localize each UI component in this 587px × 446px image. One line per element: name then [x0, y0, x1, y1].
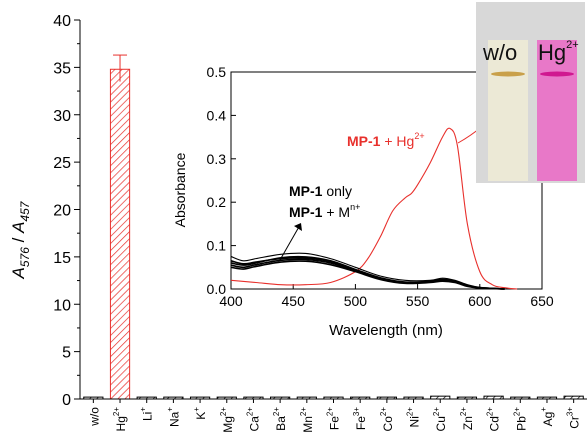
bar-y-tick-label: 20	[53, 203, 71, 220]
cuvette-photo: w/o Hg2+	[476, 2, 585, 183]
inset-spectra	[230, 127, 518, 290]
bar-x-tick-label: Li+	[139, 407, 155, 421]
inset-y-axis-ticks: 0.0 0.1 0.2 0.3 0.4 0.5	[207, 64, 236, 297]
photo-label-hg: Hg2+	[538, 39, 579, 65]
spectrum-line-hg	[230, 127, 518, 290]
bar-x-tick-label: Ba2+	[272, 407, 288, 431]
bar-x-tick-label: Na+	[165, 407, 181, 427]
bar-x-tick-label: Ca2+	[245, 407, 261, 432]
bar-x-tick-label: Ni2+	[406, 407, 422, 428]
bar-x-tick-label: Pb2+	[512, 407, 528, 431]
inset-x-axis-label: Wavelength (nm)	[329, 322, 443, 339]
bar-y-tick-label: 5	[62, 345, 71, 362]
inset-y-tick-label: 0.3	[207, 151, 227, 167]
bar-x-tick-label: Mn2+	[299, 407, 315, 433]
bar-y-axis-label: A576 / A457	[9, 200, 32, 279]
inset-x-tick-label: 550	[406, 293, 430, 309]
inset-x-tick-label: 500	[344, 293, 368, 309]
bar	[109, 68, 131, 400]
annotation-mp1-only: MP-1 only	[289, 183, 352, 199]
bar-y-tick-label: 10	[53, 297, 71, 314]
inset-y-tick-label: 0.2	[207, 194, 227, 210]
bar-y-tick-label: 0	[62, 392, 71, 409]
inset-absorbance-plot: 0.0 0.1 0.2 0.3 0.4 0.5 400 450 500 550 600 650 Ab…	[172, 64, 554, 339]
bar-x-tick-label: Cr3+	[566, 407, 582, 429]
inset-x-tick-label: 600	[468, 293, 492, 309]
bar-x-tick-label: Cd2+	[486, 407, 502, 432]
inset-y-tick-label: 0.1	[207, 238, 227, 254]
bar-x-tick-label: Ag+	[539, 407, 555, 427]
inset-x-tick-label: 400	[219, 293, 243, 309]
bar-x-tick-label: Cu2+	[432, 407, 448, 432]
spectrum-line-metal	[230, 257, 505, 290]
pink-vial	[537, 40, 577, 181]
bar-y-tick-label: 25	[53, 155, 71, 172]
annotation-mp1-hg: MP-1 + Hg2+	[347, 131, 425, 149]
annotation-mp1-metal: MP-1 + Mn+	[289, 202, 360, 220]
inset-y-tick-label: 0.4	[207, 107, 227, 123]
photo-label-without: w/o	[482, 40, 517, 65]
bar-y-tick-label: 30	[53, 108, 71, 125]
bar-x-tick-label: K+	[192, 407, 208, 420]
pink-vial-meniscus	[540, 71, 574, 77]
bar-y-axis-ticks: 0 5 10 15 20 25 30 35 40	[53, 13, 80, 409]
annotation-arrow-metal	[279, 224, 301, 261]
inset-y-tick-label: 0.0	[207, 281, 227, 297]
bar-y-tick-label: 35	[53, 60, 71, 77]
bar-x-tick-label: w/o	[87, 407, 101, 427]
bar-x-tick-label: Fe2+	[326, 407, 342, 430]
bar-x-tick-label: Fe3+	[352, 407, 368, 430]
bar-x-tick-label: Zn2+	[459, 407, 475, 430]
inset-y-tick-label: 0.5	[207, 64, 227, 80]
arrowhead-metal-icon	[294, 223, 302, 231]
inset-x-tick-label: 450	[282, 293, 306, 309]
bar-chart: 0 5 10 15 20 25 30 35 40 w/o Hg2+ Li+ Na+ K+ Mg2+ Ca2+…	[9, 13, 587, 433]
bar-y-tick-label: 40	[53, 13, 71, 30]
bar-x-tick-label: Hg2+	[112, 407, 128, 432]
inset-x-tick-label: 650	[530, 293, 554, 309]
bar-x-axis-labels: w/o Hg2+ Li+ Na+ K+ Mg2+ Ca2+ Ba2+ Mn2+ Fe2+ Fe3+ C…	[87, 399, 582, 433]
spectrum-line-mp1-only	[230, 252, 505, 290]
bar-x-tick-label: Mg2+	[219, 407, 235, 433]
inset-x-axis-ticks: 400 450 500 550 600 650	[219, 284, 554, 309]
inset-y-axis-label: Absorbance	[172, 152, 188, 227]
bar-x-tick-label: Co2+	[379, 407, 395, 432]
clear-vial-meniscus	[491, 71, 525, 77]
clear-vial	[488, 40, 528, 181]
bar-y-tick-label: 15	[53, 250, 71, 267]
